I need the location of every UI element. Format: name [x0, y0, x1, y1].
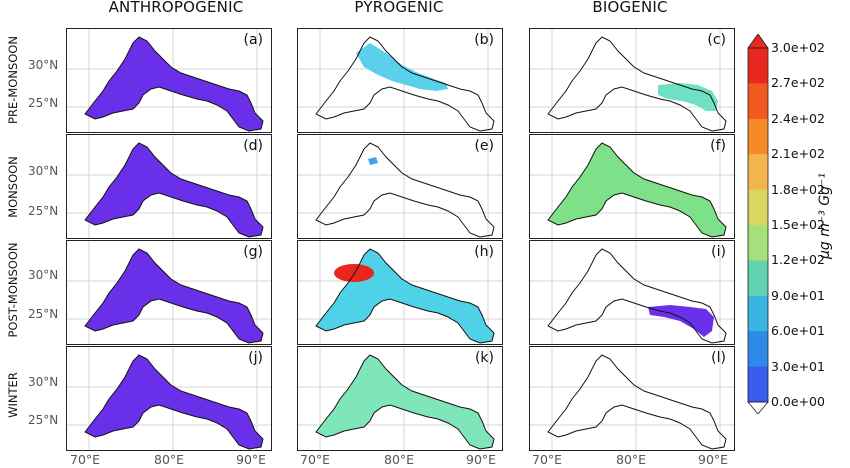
colorbar-segment [748, 225, 768, 261]
emission-field [85, 143, 263, 237]
lon-tick-70-col2: 70°E [300, 452, 331, 467]
region-boundary [315, 36, 495, 132]
colorbar-tick-label: 9.0e+01 [771, 287, 825, 303]
region-boundary [547, 36, 727, 132]
region-boundary [315, 354, 495, 450]
panel-label: (d) [243, 138, 263, 154]
region-boundary [547, 142, 727, 238]
panel-label: (i) [711, 244, 726, 260]
colorbar [747, 34, 769, 414]
emission-field [85, 355, 263, 449]
region-boundary [84, 248, 264, 344]
colorbar-tick-label: 2.7e+02 [771, 75, 825, 91]
col-title-biogenic: BIOGENIC [592, 0, 668, 16]
colorbar-tick-label: 1.5e+02 [771, 217, 825, 232]
lon-tick-90-col1: 90°E [236, 452, 267, 467]
colorbar-tick-label: 1.8e+02 [771, 181, 825, 197]
colorbar-segment [748, 260, 768, 297]
col-title-anthropogenic: ANTHROPOGENIC [108, 0, 244, 16]
map-panel-c: (c) [529, 28, 735, 133]
map-panel-e: (e) [297, 134, 503, 239]
panel-label: (j) [248, 350, 263, 366]
region-boundary [84, 354, 264, 450]
row-title-post-monsoon: POST-MONSOON [6, 242, 20, 338]
region-boundary [315, 248, 495, 344]
emission-field [85, 37, 263, 131]
colorbar-frame [747, 47, 769, 403]
panel-label: (f) [710, 138, 726, 154]
lat-tick-30-row3: 30°N [28, 268, 59, 282]
colorbar-segment [748, 48, 768, 84]
emission-field [368, 157, 378, 165]
map-panel-f: (f) [529, 134, 735, 239]
emission-field [548, 143, 726, 237]
colorbar-tick-label: 2.1e+02 [771, 146, 825, 162]
row-title-pre-monsoon: PRE-MONSOON [6, 36, 20, 124]
lon-tick-70-col3: 70°E [532, 452, 563, 467]
lat-tick-25-row3: 25°N [28, 307, 59, 321]
col-title-pyrogenic: PYROGENIC [354, 0, 444, 16]
panel-label: (b) [474, 32, 494, 48]
lon-tick-80-col3: 80°E [616, 452, 647, 467]
panel-label: (h) [474, 244, 494, 260]
map-panel-a: (a) [66, 28, 272, 133]
panel-label: (e) [474, 138, 494, 154]
panel-label: (k) [474, 350, 494, 366]
emission-field [316, 249, 494, 343]
map-panel-i: (i) [529, 240, 735, 345]
panel-label: (l) [711, 350, 726, 366]
lon-tick-80-col1: 80°E [154, 452, 185, 467]
map-panel-k: (k) [297, 346, 503, 451]
map-panel-j: (j) [66, 346, 272, 451]
map-panel-d: (d) [66, 134, 272, 239]
lon-tick-80-col2: 80°E [384, 452, 415, 467]
hotspot [334, 264, 374, 282]
region-boundary [84, 142, 264, 238]
colorbar-tick-label: 1.2e+02 [771, 252, 825, 268]
region-boundary [84, 36, 264, 132]
emission-field [658, 83, 718, 111]
colorbar-segment [748, 83, 768, 120]
colorbar-segment [748, 366, 768, 403]
colorbar-tick-label: 6.0e+01 [771, 323, 825, 339]
colorbar-max-arrow [747, 34, 769, 49]
lat-tick-25-row1: 25°N [28, 96, 59, 110]
region-boundary [547, 248, 727, 344]
colorbar-segment [748, 118, 768, 155]
emission-field [316, 355, 494, 449]
panel-label: (a) [243, 32, 263, 48]
map-panel-g: (g) [66, 240, 272, 345]
emission-field [85, 249, 263, 343]
lat-tick-25-row4: 25°N [28, 413, 59, 427]
row-title-monsoon: MONSOON [6, 156, 20, 218]
lon-tick-90-col2: 90°E [466, 452, 497, 467]
lon-tick-70-col1: 70°E [70, 452, 101, 467]
panel-label: (c) [707, 32, 726, 48]
colorbar-tick-label: 3.0e+02 [771, 40, 825, 55]
colorbar-segment [748, 154, 768, 191]
colorbar-min-arrow [747, 401, 769, 414]
map-panel-b: (b) [297, 28, 503, 133]
colorbar-tick-label: 3.0e+01 [771, 358, 825, 374]
colorbar-tick-label: 0.0e+00 [771, 394, 825, 409]
lon-tick-90-col3: 90°E [698, 452, 729, 467]
colorbar-segment [748, 295, 768, 332]
map-panel-h: (h) [297, 240, 503, 345]
lat-tick-30-row4: 30°N [28, 375, 59, 389]
colorbar-segment [748, 331, 768, 368]
region-boundary [315, 142, 495, 238]
region-boundary [547, 354, 727, 450]
row-title-winter: WINTER [6, 372, 20, 418]
emission-field [648, 305, 714, 337]
map-panel-l: (l) [529, 346, 735, 451]
colorbar-segment [748, 189, 768, 226]
colorbar-tick-label: 2.4e+02 [771, 110, 825, 126]
lat-tick-30-row2: 30°N [28, 164, 59, 178]
panel-label: (g) [243, 244, 263, 260]
lat-tick-25-row2: 25°N [28, 204, 59, 218]
colorbar-unit-label: μg m⁻³ Gg⁻¹ [817, 172, 833, 260]
lat-tick-30-row1: 30°N [28, 58, 59, 72]
